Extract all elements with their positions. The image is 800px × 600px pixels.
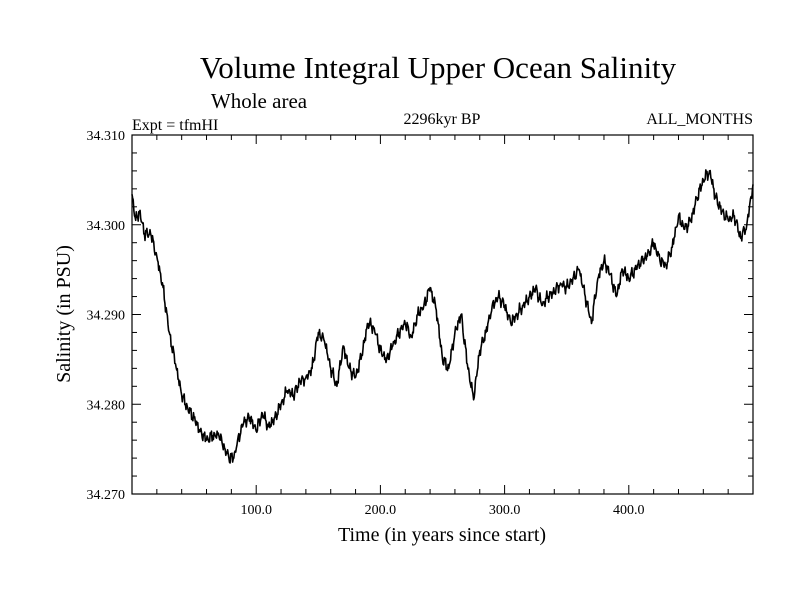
salinity-series-line <box>131 169 754 464</box>
y-tick-label: 34.280 <box>87 398 126 413</box>
x-tick-label: 400.0 <box>613 503 645 518</box>
x-tick-labels: 100.0 200.0 300.0 400.0 <box>240 503 644 518</box>
period-label: 2296kyr BP <box>404 111 481 128</box>
y-axis-label: Salinity (in PSU) <box>53 245 75 383</box>
y-tick-labels: 34.270 34.280 34.290 34.300 34.310 <box>87 129 126 503</box>
months-label: ALL_MONTHS <box>646 111 753 128</box>
x-tick-label: 200.0 <box>365 503 397 518</box>
x-tick-label: 100.0 <box>240 503 272 518</box>
chart-title: Volume Integral Upper Ocean Salinity <box>200 50 677 85</box>
plot-frame <box>131 134 754 495</box>
experiment-label: Expt = tfmHI <box>132 117 218 134</box>
chart-subtitle: Whole area <box>211 89 308 113</box>
y-tick-label: 34.290 <box>87 309 126 324</box>
x-axis-label: Time (in years since start) <box>338 524 546 546</box>
y-tick-label: 34.310 <box>87 129 126 144</box>
y-tick-label: 34.300 <box>87 219 126 234</box>
y-tick-label: 34.270 <box>87 488 126 503</box>
axis-ticks <box>132 134 753 495</box>
x-tick-label: 300.0 <box>489 503 521 518</box>
